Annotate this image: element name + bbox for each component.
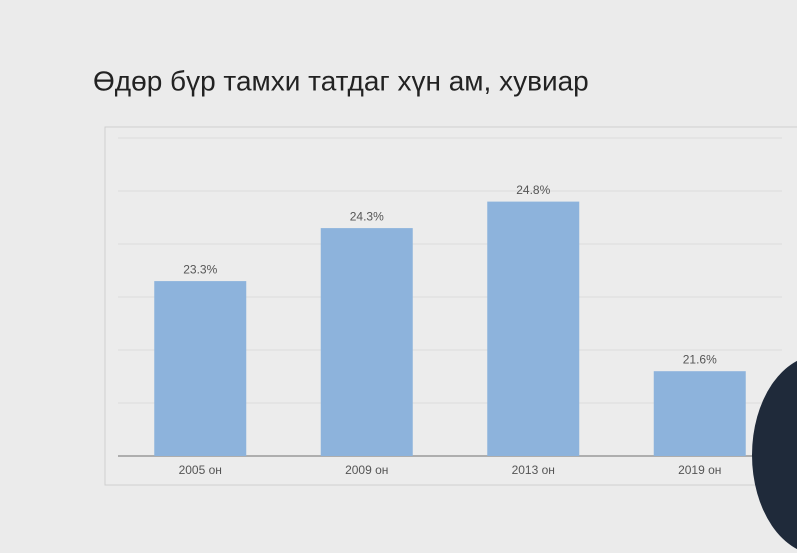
x-tick-label: 2019 он — [678, 463, 721, 477]
value-label: 24.8% — [516, 183, 550, 197]
value-label: 23.3% — [183, 262, 217, 276]
webcam-overlay — [752, 360, 797, 550]
bar — [320, 228, 413, 456]
value-label: 21.6% — [683, 352, 717, 366]
bar — [487, 201, 580, 456]
plot-area: 2005 он 23.3% 2009 он 24.3% 2013 он 24.8% 2019… — [118, 137, 782, 477]
x-tick-label: 2013 он — [512, 463, 555, 477]
chart-title: Өдөр бүр тамхи татдаг хүн ам, хувиар — [93, 65, 589, 96]
value-label: 24.3% — [350, 209, 384, 223]
bar — [154, 281, 247, 456]
bar — [653, 371, 746, 456]
x-tick-label: 2005 он — [179, 463, 222, 477]
x-tick-label: 2009 он — [345, 463, 388, 477]
